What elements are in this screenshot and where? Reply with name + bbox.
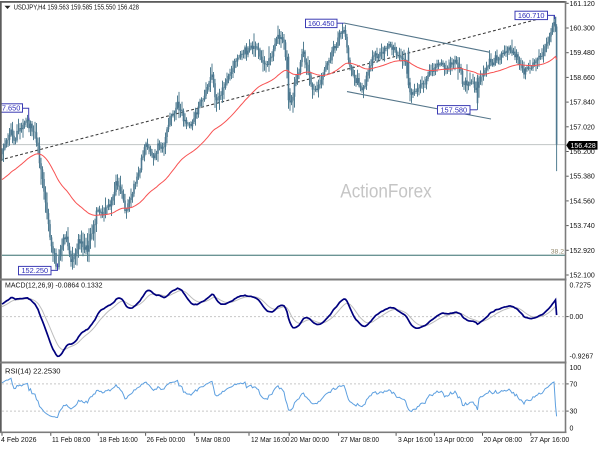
svg-text:157.580: 157.580 (440, 105, 467, 114)
svg-text:18 Feb 16:00: 18 Feb 16:00 (99, 437, 138, 444)
svg-text:100: 100 (570, 365, 582, 372)
svg-text:ActionForex: ActionForex (340, 181, 432, 203)
svg-text:30: 30 (570, 409, 578, 416)
svg-text:157.650: 157.650 (0, 104, 20, 113)
svg-text:27 Apr 16:00: 27 Apr 16:00 (530, 437, 569, 444)
svg-text:161.120: 161.120 (570, 1, 595, 8)
svg-text:154.560: 154.560 (570, 198, 595, 205)
svg-text:3 Apr 16:00: 3 Apr 16:00 (398, 437, 433, 444)
svg-text:0.7275: 0.7275 (570, 283, 592, 290)
svg-text:152.250: 152.250 (21, 266, 48, 275)
svg-text:13 Apr 00:00: 13 Apr 00:00 (435, 437, 474, 444)
svg-text:156.200: 156.200 (570, 149, 595, 156)
svg-text:160.300: 160.300 (570, 26, 595, 33)
svg-text:27 Mar 08:00: 27 Mar 08:00 (341, 437, 380, 444)
svg-text:156.428: 156.428 (571, 143, 596, 150)
svg-text:160.710: 160.710 (518, 11, 545, 20)
svg-text:-0.9267: -0.9267 (570, 354, 594, 361)
svg-text:160.450: 160.450 (308, 19, 335, 28)
svg-text:153.740: 153.740 (570, 223, 595, 230)
svg-text:12 Mar 16:00: 12 Mar 16:00 (251, 437, 290, 444)
svg-text:157.840: 157.840 (570, 100, 595, 107)
svg-text:20 Mar 00:00: 20 Mar 00:00 (290, 437, 329, 444)
svg-text:155.380: 155.380 (570, 174, 595, 181)
svg-text:USDJPY,H4 159.563 159.585 155: USDJPY,H4 159.563 159.585 155.550 156.42… (14, 3, 139, 12)
svg-text:70: 70 (570, 381, 578, 388)
svg-text:0: 0 (570, 426, 574, 433)
svg-text:0.00: 0.00 (570, 314, 584, 321)
svg-text:20 Apr 08:00: 20 Apr 08:00 (484, 437, 523, 444)
svg-text:26 Feb 00:00: 26 Feb 00:00 (147, 437, 186, 444)
svg-text:152.100: 152.100 (570, 273, 595, 280)
svg-text:159.480: 159.480 (570, 50, 595, 57)
svg-text:11 Feb 08:00: 11 Feb 08:00 (52, 437, 91, 444)
svg-text:RSI(14) 22.2530: RSI(14) 22.2530 (5, 367, 61, 376)
svg-text:158.660: 158.660 (570, 75, 595, 82)
svg-text:MACD(12,26,9) -0.0864 0.1332: MACD(12,26,9) -0.0864 0.1332 (5, 281, 103, 290)
svg-text:157.020: 157.020 (570, 124, 595, 131)
svg-text:5 Mar 08:00: 5 Mar 08:00 (196, 437, 231, 444)
svg-text:152.920: 152.920 (570, 248, 595, 255)
svg-text:38.2: 38.2 (551, 248, 564, 255)
svg-text:4 Feb 2026: 4 Feb 2026 (1, 437, 37, 444)
